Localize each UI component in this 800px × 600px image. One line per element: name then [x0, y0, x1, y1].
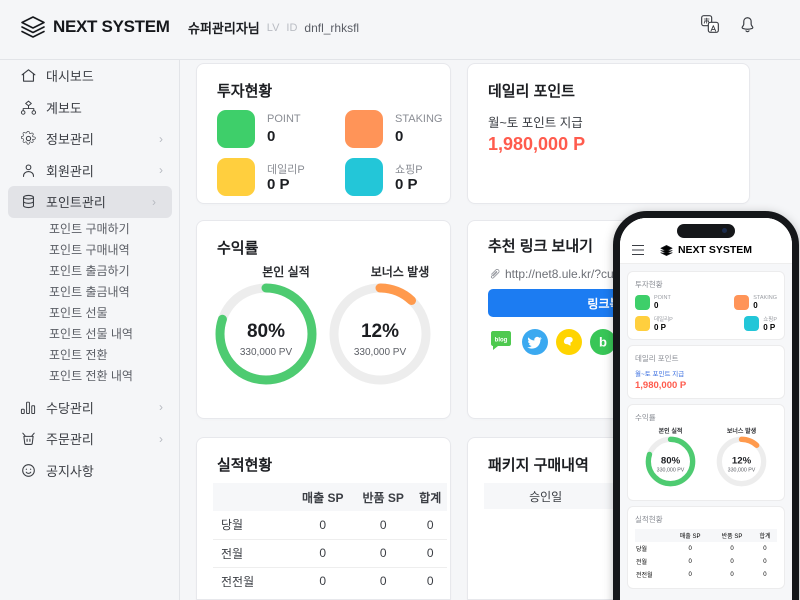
svg-text:80%: 80% [247, 321, 285, 342]
svg-text:330,000 PV: 330,000 PV [728, 468, 756, 474]
svg-text:80%: 80% [661, 455, 681, 466]
svg-text:12%: 12% [732, 455, 752, 466]
svg-text:330,000 PV: 330,000 PV [240, 347, 293, 358]
svg-text:330,000 PV: 330,000 PV [354, 347, 407, 358]
svg-text:12%: 12% [361, 321, 399, 342]
svg-text:330,000 PV: 330,000 PV [657, 468, 685, 474]
svg-text:b: b [599, 335, 607, 350]
svg-text:blog: blog [495, 338, 508, 344]
